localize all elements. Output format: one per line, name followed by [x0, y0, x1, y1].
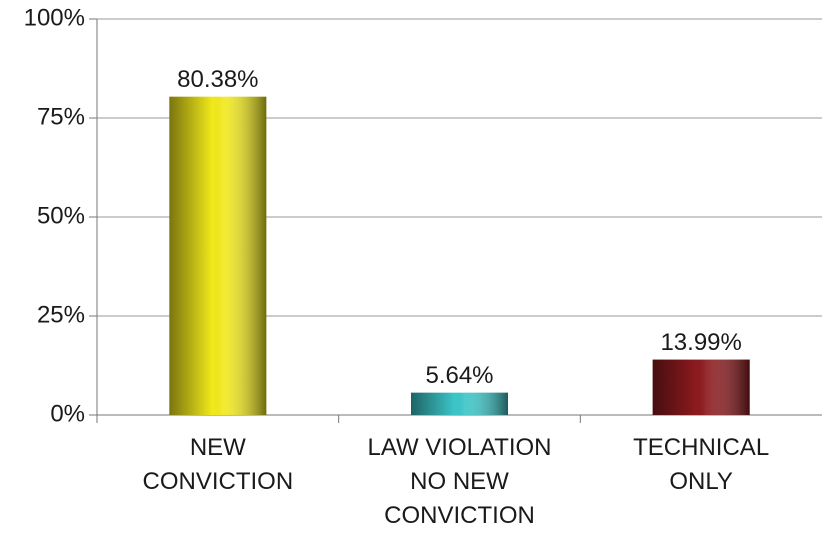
x-tick-label: TECHNICAL ONLY — [633, 434, 770, 495]
bar-shading — [652, 359, 750, 415]
y-tick-label: 75% — [37, 103, 85, 130]
x-tick-label: LAW VIOLATION NO NEW CONVICTION — [367, 434, 552, 529]
y-tick-label: 25% — [37, 301, 85, 328]
data-label: 13.99% — [660, 329, 741, 356]
data-label: 80.38% — [177, 66, 258, 93]
x-tick-label: NEW CONVICTION — [142, 434, 294, 495]
y-tick-label: 0% — [50, 400, 85, 427]
y-tick-label: 100% — [24, 4, 85, 31]
bar-shading — [169, 96, 267, 416]
data-label: 5.64% — [425, 362, 493, 389]
y-tick-label: 50% — [37, 202, 85, 229]
bar-shading — [411, 392, 508, 415]
